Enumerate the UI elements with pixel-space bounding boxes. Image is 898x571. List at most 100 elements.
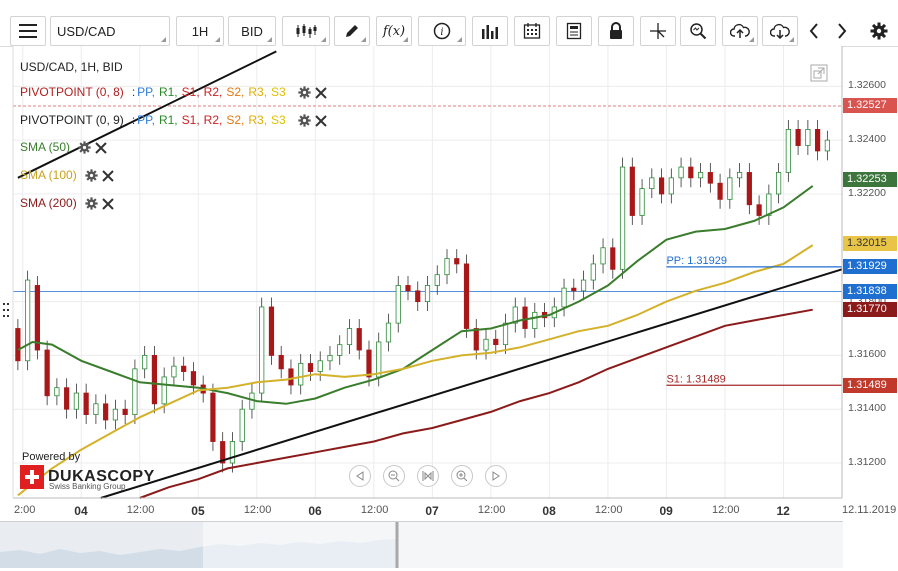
time-tick-label: 12:00 bbox=[477, 504, 506, 516]
trendline-0[interactable] bbox=[17, 50, 277, 179]
candle bbox=[619, 157, 626, 279]
template-button[interactable] bbox=[556, 16, 592, 46]
candle bbox=[34, 276, 40, 360]
candle bbox=[815, 119, 821, 161]
candle bbox=[824, 130, 830, 161]
hamburger-icon bbox=[19, 24, 37, 38]
pivot-level-6: S3 bbox=[271, 85, 286, 99]
side-value: BID bbox=[241, 23, 263, 39]
zoom-in-button[interactable] bbox=[451, 465, 473, 487]
time-tick-label: 06 bbox=[308, 504, 322, 518]
navigator-window[interactable] bbox=[203, 522, 397, 568]
lock-icon bbox=[610, 22, 622, 39]
candle bbox=[142, 345, 148, 379]
legend-sma-50: SMA (50) bbox=[20, 140, 107, 154]
candle bbox=[44, 340, 50, 406]
candle bbox=[278, 345, 284, 379]
trendline-1[interactable] bbox=[100, 268, 843, 499]
gear-icon[interactable] bbox=[78, 141, 91, 154]
candle bbox=[658, 168, 665, 204]
candle-body bbox=[444, 258, 450, 276]
drawing-tools-button[interactable] bbox=[334, 16, 370, 46]
scroll-back-button[interactable] bbox=[349, 465, 371, 487]
candle-body bbox=[805, 129, 811, 146]
scroll-right-button[interactable] bbox=[828, 16, 856, 46]
candle-body bbox=[483, 338, 489, 351]
gear-icon[interactable] bbox=[85, 197, 98, 210]
scroll-forward-button[interactable] bbox=[485, 465, 507, 487]
close-icon[interactable] bbox=[315, 87, 327, 99]
legend-pivot-2: PIVOTPOINT (0, 9): PP, R1, S1, R2, S2, R3, S3 bbox=[20, 113, 327, 127]
close-icon[interactable] bbox=[101, 198, 114, 210]
candle bbox=[317, 351, 323, 381]
candle bbox=[493, 329, 499, 355]
price-badge: 1.32253 bbox=[843, 172, 897, 188]
close-icon[interactable] bbox=[315, 115, 327, 127]
time-tick-label: 2:00 bbox=[14, 504, 36, 516]
zoom-button[interactable] bbox=[680, 16, 716, 46]
price-chart[interactable]: PP: 1.31929 S1: 1.31489 bbox=[0, 0, 898, 521]
timeframe-value: 1H bbox=[191, 23, 209, 39]
candle bbox=[239, 399, 245, 451]
sma-200-label: SMA (200) bbox=[20, 196, 77, 210]
pivot-lines: PP: 1.31929 S1: 1.31489 bbox=[666, 255, 842, 386]
timeframe-select[interactable]: 1H bbox=[176, 16, 224, 46]
calendar-button[interactable] bbox=[514, 16, 550, 46]
close-icon[interactable] bbox=[95, 142, 107, 154]
candle bbox=[132, 359, 138, 425]
settings-button[interactable] bbox=[864, 16, 894, 46]
chart-type-button[interactable] bbox=[282, 16, 330, 46]
lock-button[interactable] bbox=[598, 16, 634, 46]
crosshair-button[interactable] bbox=[640, 16, 676, 46]
drag-handle-icon[interactable] bbox=[3, 302, 9, 318]
fit-button[interactable] bbox=[417, 465, 439, 487]
candle bbox=[473, 319, 479, 360]
pivot-line-label: S1: 1.31489 bbox=[666, 373, 725, 385]
candle bbox=[668, 168, 674, 204]
candle-body bbox=[405, 285, 411, 292]
menu-button[interactable] bbox=[10, 16, 46, 46]
download-button[interactable] bbox=[762, 16, 798, 46]
side-select[interactable]: BID bbox=[228, 16, 276, 46]
gear-icon[interactable] bbox=[298, 114, 311, 127]
indicators-button[interactable]: f(x) bbox=[376, 16, 412, 46]
candle-body bbox=[424, 285, 431, 302]
candle-body bbox=[463, 263, 470, 329]
candle bbox=[561, 278, 567, 317]
candle bbox=[756, 195, 762, 225]
candle-body bbox=[73, 392, 79, 410]
scroll-left-button[interactable] bbox=[800, 16, 828, 46]
close-icon[interactable] bbox=[101, 170, 114, 182]
candle bbox=[385, 313, 392, 352]
volume-button[interactable] bbox=[472, 16, 508, 46]
pivot-level-4: S2, bbox=[226, 85, 245, 99]
candle-body bbox=[649, 177, 655, 189]
time-tick-label: 12:00 bbox=[126, 504, 155, 516]
candle-body bbox=[366, 349, 372, 378]
candle bbox=[356, 319, 362, 360]
zoom-out-button[interactable] bbox=[383, 465, 405, 487]
price-tick-label: 1.31400 bbox=[848, 402, 886, 415]
time-tick-label: 04 bbox=[74, 504, 88, 518]
candle-body bbox=[346, 328, 353, 346]
gear-icon[interactable] bbox=[85, 169, 98, 182]
candle bbox=[229, 432, 236, 473]
candle-body bbox=[454, 258, 460, 265]
popout-icon[interactable] bbox=[810, 64, 828, 82]
instrument-value: USD/CAD bbox=[57, 23, 116, 39]
candle bbox=[405, 276, 411, 301]
dropdown-corner-icon bbox=[267, 37, 272, 42]
candle bbox=[434, 265, 440, 295]
info-button[interactable]: i bbox=[418, 16, 466, 46]
upload-button[interactable] bbox=[722, 16, 758, 46]
time-tick-label: 12:00 bbox=[711, 504, 740, 516]
instrument-select[interactable]: USD/CAD bbox=[50, 16, 170, 46]
candle-body bbox=[629, 166, 635, 216]
gear-icon[interactable] bbox=[298, 86, 311, 99]
candle-body bbox=[83, 392, 89, 415]
candle bbox=[337, 335, 343, 365]
pivot-level-5: R3, bbox=[248, 85, 268, 99]
navigator[interactable] bbox=[0, 521, 843, 568]
candle bbox=[678, 157, 684, 188]
dropdown-corner-icon bbox=[215, 37, 220, 42]
